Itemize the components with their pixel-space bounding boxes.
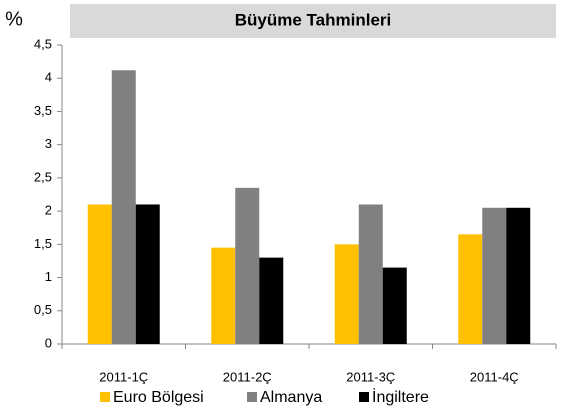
bar <box>382 267 407 344</box>
bar <box>111 70 136 344</box>
x-tick-label: 2011-1Ç <box>99 369 148 384</box>
bar <box>87 204 112 344</box>
x-tick-label: 2011-3Ç <box>346 369 395 384</box>
y-axis-label: % <box>5 8 23 30</box>
x-tick-label: 2011-4Ç <box>470 369 519 384</box>
bar <box>334 244 359 344</box>
bar <box>358 204 383 344</box>
legend-swatch <box>359 392 369 402</box>
bar <box>482 207 507 344</box>
bar <box>235 187 260 344</box>
bar <box>211 247 236 344</box>
legend-label: Euro Bölgesi <box>113 389 204 406</box>
bar <box>506 207 531 344</box>
bar <box>458 234 483 344</box>
y-tick-label: 3 <box>45 136 52 151</box>
title-box <box>70 4 556 38</box>
bar <box>259 257 284 344</box>
legend-swatch <box>247 392 257 402</box>
y-tick-label: 4 <box>45 70 52 85</box>
y-tick-label: 0,5 <box>34 302 52 317</box>
y-tick-label: 1,5 <box>34 236 52 251</box>
y-tick-label: 3,5 <box>34 103 52 118</box>
chart-title: Büyüme Tahminleri <box>235 10 392 29</box>
legend-label: Almanya <box>260 389 322 406</box>
y-tick-label: 0 <box>45 335 52 350</box>
legend-label: İngiltere <box>372 387 429 406</box>
y-tick-label: 1 <box>45 269 52 284</box>
bar <box>135 204 160 344</box>
y-tick-label: 2,5 <box>34 169 52 184</box>
y-tick-label: 2 <box>45 203 52 218</box>
legend-swatch <box>100 392 110 402</box>
y-tick-label: 4,5 <box>34 36 52 51</box>
x-tick-label: 2011-2Ç <box>223 369 272 384</box>
